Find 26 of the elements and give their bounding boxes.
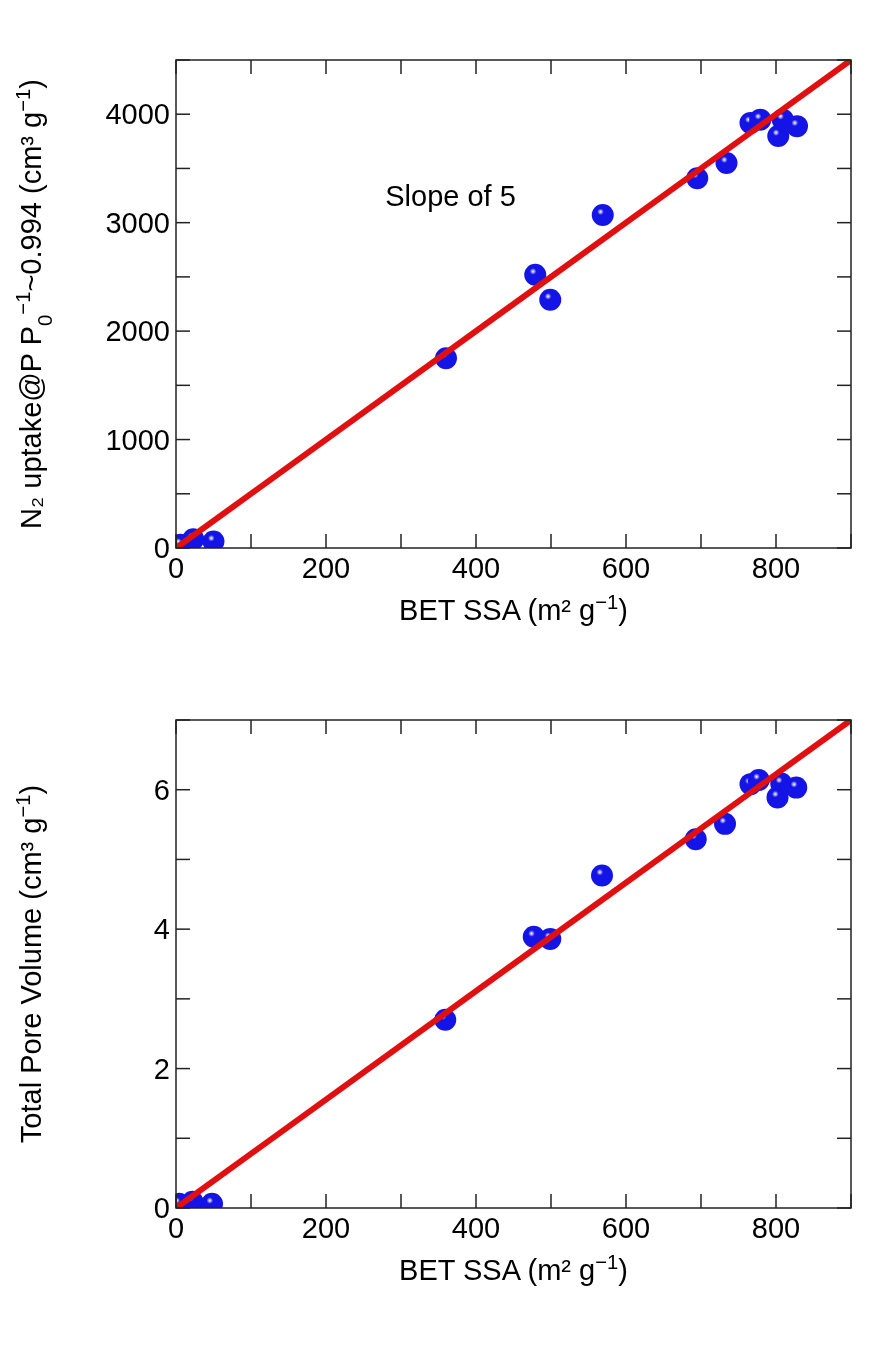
x-tick-label: 200 (301, 1212, 351, 1244)
x-axis-title: BET SSA (m² g$^{−1}$) (399, 1251, 628, 1286)
x-tick-label: 600 (601, 1212, 651, 1244)
point (539, 288, 562, 311)
x-tick-label: 800 (751, 1212, 801, 1244)
y-tick-label: 2000 (105, 315, 170, 348)
x-tick-label: 200 (301, 552, 351, 584)
x-tick-label: 400 (451, 552, 501, 584)
point (766, 786, 789, 809)
point (591, 864, 613, 887)
point (785, 776, 808, 799)
y-tick-label: 3000 (105, 206, 170, 239)
y-tick-label: 6 (153, 773, 170, 806)
y-tick-label: 4 (153, 913, 170, 946)
y-tick-label: 1000 (105, 423, 170, 456)
y-tick-label: 2 (153, 1052, 170, 1085)
point (786, 115, 808, 138)
point (524, 263, 547, 286)
x-tick-label: 800 (751, 552, 801, 584)
point (591, 204, 614, 227)
x-tick-label: 600 (601, 552, 651, 584)
point (767, 124, 790, 147)
x-axis-title: BET SSA (m² g$^{−1}$) (399, 591, 628, 626)
annotation: Slope of 5 (385, 180, 516, 213)
y-tick-label: 4000 (105, 98, 170, 131)
x-tick-label: 400 (451, 1212, 501, 1244)
